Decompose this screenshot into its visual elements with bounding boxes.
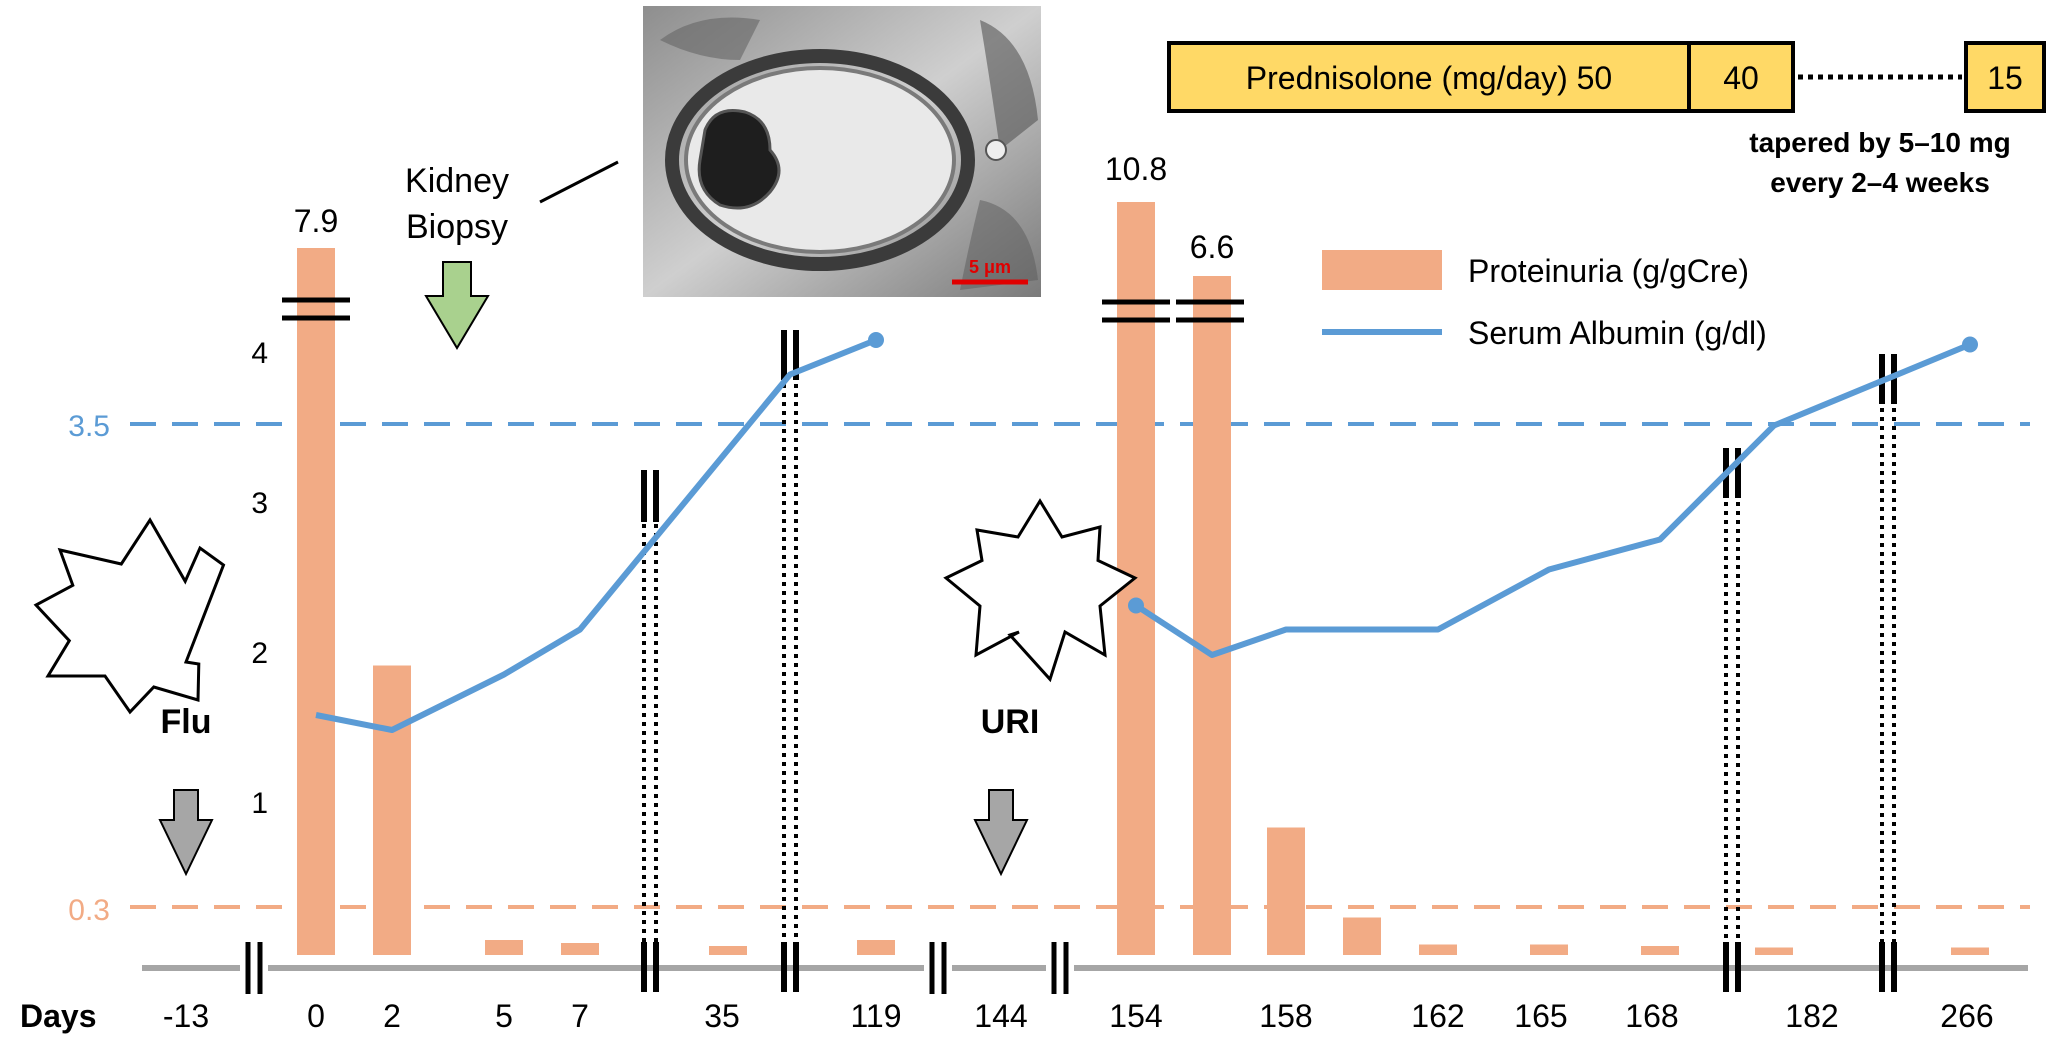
- albumin-point: [1128, 597, 1144, 614]
- biopsy-label-line2: Biopsy: [406, 208, 508, 246]
- flu-label: Flu: [161, 703, 212, 741]
- scale-bar-label: 5 μm: [969, 257, 1011, 277]
- x-tick-label: -13: [163, 998, 209, 1034]
- prednisolone-dose-40-label: 40: [1723, 60, 1759, 96]
- proteinuria-bar: [373, 665, 411, 955]
- proteinuria-bar: [1267, 827, 1305, 955]
- legend-albumin-label: Serum Albumin (g/dl): [1468, 315, 1767, 351]
- bar-break-marks: [282, 297, 1244, 323]
- x-tick-label: 7: [571, 998, 589, 1034]
- prednisolone-dose-15-box: [1964, 41, 2046, 113]
- bar-value-label: 6.6: [1190, 229, 1234, 265]
- albumin-line: [1134, 341, 1972, 658]
- bar-value-label: 7.9: [294, 203, 338, 239]
- biopsy-micrograph-image: 5 μm: [643, 6, 1041, 297]
- y-tick-label: 4: [251, 337, 268, 370]
- proteinuria-bar: [1755, 947, 1793, 955]
- x-tick-label: 168: [1625, 998, 1678, 1034]
- x-tick-label: 165: [1514, 998, 1567, 1034]
- biopsy-leader-line: [539, 160, 619, 204]
- biopsy-arrow-icon: [424, 261, 490, 350]
- prednisolone-timeline: Prednisolone (mg/day) 50 40 15 tapered b…: [1167, 41, 2046, 198]
- proteinuria-bar: [709, 946, 747, 955]
- proteinuria-bar: [1193, 276, 1231, 955]
- proteinuria-bar: [1530, 944, 1568, 955]
- albumin-series: [315, 332, 1978, 733]
- x-tick-labels: -13 0 2 5 7 35 119 144 154 158 162 165 168 182 266: [163, 998, 1994, 1034]
- uri-arrow-icon: [973, 789, 1029, 877]
- legend: Proteinuria (g/gCre) Serum Albumin (g/dl…: [1322, 250, 1767, 351]
- biopsy-label-line1: Kidney: [405, 162, 509, 200]
- x-tick-label: 144: [974, 998, 1027, 1034]
- x-tick-label: 154: [1109, 998, 1162, 1034]
- proteinuria-bar: [297, 248, 335, 955]
- uri-star-badge: [943, 498, 1138, 683]
- albumin-point: [1962, 336, 1978, 353]
- x-tick-label: 162: [1411, 998, 1464, 1034]
- y-tick-label: 2: [251, 637, 268, 670]
- albumin-point: [868, 332, 884, 348]
- proteinuria-bar: [485, 940, 523, 955]
- proteinuria-reference-label: 0.3: [68, 894, 110, 927]
- legend-proteinuria-swatch: [1322, 250, 1442, 290]
- taper-note-line2: every 2–4 weeks: [1770, 167, 1990, 198]
- x-tick-label: 5: [495, 998, 513, 1034]
- flu-star-badge: [33, 517, 226, 715]
- taper-note-line1: tapered by 5–10 mg: [1749, 127, 2010, 158]
- x-tick-label: 182: [1785, 998, 1838, 1034]
- timeline-break-lines: [641, 330, 1897, 992]
- x-tick-label: 0: [307, 998, 325, 1034]
- proteinuria-bars: [297, 202, 1989, 955]
- proteinuria-bar: [1951, 947, 1989, 955]
- y-tick-label: 1: [251, 787, 268, 820]
- albumin-reference-label: 3.5: [68, 410, 110, 443]
- proteinuria-bar: [561, 943, 599, 955]
- bar-value-label: 10.8: [1105, 151, 1167, 187]
- x-tick-label: 119: [850, 998, 901, 1034]
- x-tick-label: 35: [704, 998, 740, 1034]
- flu-arrow-icon: [158, 789, 214, 877]
- proteinuria-bar: [857, 940, 895, 955]
- x-tick-label: 158: [1259, 998, 1312, 1034]
- proteinuria-bar: [1419, 944, 1457, 955]
- prednisolone-dose-15-label: 15: [1987, 60, 2023, 96]
- x-tick-label: 266: [1940, 998, 1993, 1034]
- legend-proteinuria-label: Proteinuria (g/gCre): [1468, 253, 1749, 289]
- albumin-line: [315, 337, 878, 733]
- y-tick-label: 3: [251, 487, 268, 520]
- uri-label: URI: [981, 703, 1040, 741]
- prednisolone-dose-40-box: [1687, 41, 1795, 113]
- proteinuria-bar: [1641, 946, 1679, 955]
- x-axis-label: Days: [20, 998, 97, 1034]
- axis-break-marks: [240, 942, 1074, 994]
- proteinuria-bar: [1343, 917, 1381, 955]
- x-tick-label: 2: [383, 998, 401, 1034]
- prednisolone-dose-50-label: Prednisolone (mg/day) 50: [1246, 60, 1612, 96]
